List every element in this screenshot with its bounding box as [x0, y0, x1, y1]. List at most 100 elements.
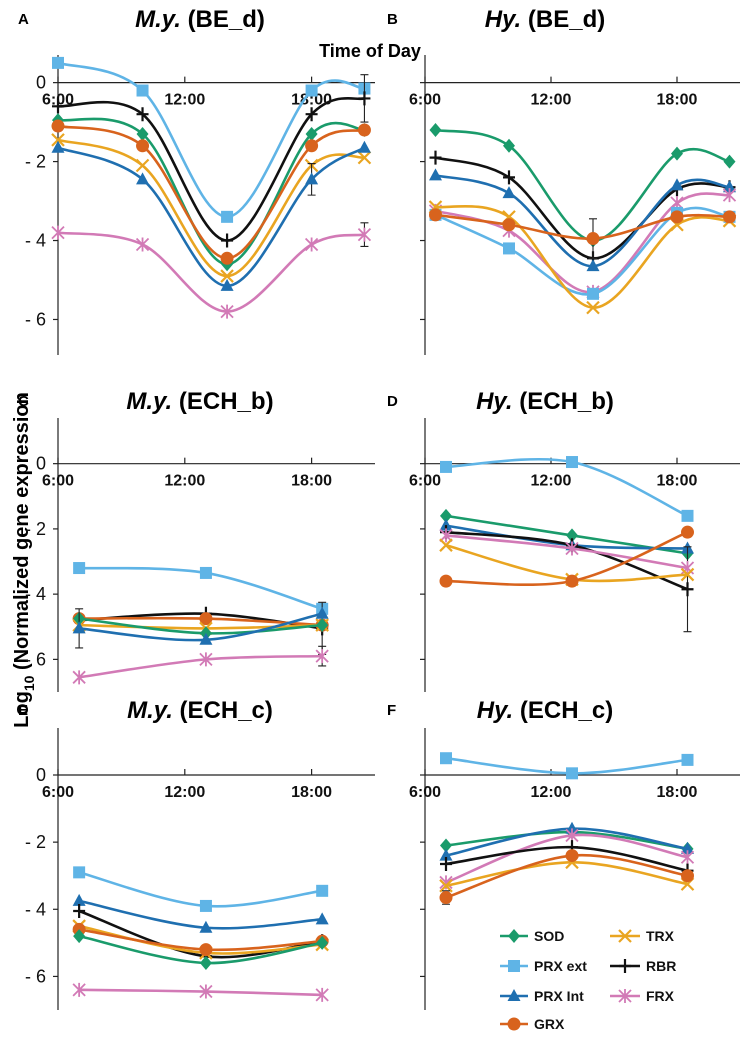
data-point	[51, 140, 65, 153]
series-line	[57, 231, 365, 313]
series-prxint	[72, 893, 329, 933]
data-point	[199, 612, 213, 626]
data-point	[315, 649, 329, 664]
legend-label: TRX	[646, 928, 675, 944]
panel-f-plot: 6:00 12:00 18:00	[409, 728, 740, 1010]
panel-letter: A	[18, 11, 29, 28]
data-point	[565, 821, 579, 834]
data-point	[566, 528, 578, 543]
data-point	[723, 210, 736, 224]
data-point	[72, 621, 86, 634]
data-point	[681, 509, 694, 522]
data-point	[681, 582, 694, 597]
data-point	[220, 269, 234, 283]
series-frx	[72, 645, 329, 685]
series-frx	[72, 982, 329, 1002]
panel-b-header: B Hy. (BE_d)	[387, 6, 605, 33]
data-point	[305, 139, 319, 153]
data-point	[316, 618, 329, 633]
series-prxext	[52, 56, 371, 223]
data-point	[440, 856, 452, 871]
legend-item-frx: FRX	[610, 988, 675, 1004]
series-frx	[428, 188, 737, 299]
data-point	[136, 139, 150, 153]
series-line	[79, 988, 323, 997]
data-point	[315, 987, 329, 1002]
series-prxext	[440, 456, 694, 522]
y-tick-label: - 2	[25, 152, 46, 172]
panel-f-header: F Hy. (ECH_c)	[387, 697, 613, 724]
data-point	[316, 935, 329, 950]
panel-c-header: C M.y. (ECH_b)	[18, 388, 274, 415]
panel-title: Hy. (ECH_c)	[477, 697, 614, 724]
data-point	[680, 567, 695, 582]
y-tick-label: - 6	[25, 649, 46, 669]
data-point	[439, 538, 453, 552]
data-point	[357, 123, 371, 137]
y-tick-label: - 4	[25, 231, 46, 251]
y-tick-label: - 2	[25, 519, 46, 539]
data-point	[566, 456, 578, 469]
legend-label: PRX Int	[534, 988, 584, 1004]
data-point	[357, 140, 371, 153]
data-point	[199, 652, 213, 667]
panel-letter: C	[18, 393, 29, 410]
data-point	[503, 170, 515, 185]
data-point	[586, 259, 600, 272]
series-prxext	[440, 752, 694, 780]
data-point	[73, 903, 86, 918]
panel-title: M.y. (ECH_c)	[127, 697, 273, 724]
legend-swatch-marker	[507, 1017, 521, 1031]
legend-item-prx-ext: PRX ext	[500, 958, 587, 974]
data-point	[357, 227, 372, 242]
panel-e-header: E M.y. (ECH_c)	[18, 697, 273, 724]
data-point	[440, 838, 452, 853]
data-point	[440, 460, 452, 473]
panel-a-header: A M.y. (BE_d)	[18, 6, 265, 33]
x-tick-label: 6:00	[409, 92, 441, 109]
data-point	[723, 154, 736, 169]
data-point	[305, 172, 319, 185]
panel-title: M.y. (BE_d)	[135, 6, 265, 33]
series-frx	[51, 222, 372, 319]
data-point	[305, 126, 318, 141]
x-tick-label: 6:00	[42, 473, 74, 490]
data-point	[565, 541, 579, 556]
data-point	[439, 528, 453, 543]
data-point	[220, 278, 234, 291]
data-point	[566, 767, 578, 780]
data-point	[503, 242, 515, 255]
y-tick-label: 0	[36, 73, 46, 93]
data-point	[439, 891, 453, 905]
data-point	[73, 562, 86, 575]
data-point	[429, 123, 442, 137]
legend-item-grx: GRX	[500, 1016, 565, 1032]
data-point	[502, 186, 516, 199]
data-point	[136, 107, 149, 122]
data-point	[73, 866, 86, 879]
series-line	[57, 124, 365, 260]
data-point	[51, 133, 65, 147]
series-line	[445, 534, 688, 570]
data-point	[502, 218, 516, 232]
data-point	[439, 879, 453, 893]
data-point	[305, 107, 318, 122]
data-point	[358, 91, 371, 106]
data-point	[199, 632, 213, 645]
data-point	[429, 150, 442, 165]
panel-letter: F	[387, 702, 396, 719]
panel-letter: B	[387, 11, 398, 28]
legend-label: RBR	[646, 958, 676, 974]
data-point	[221, 210, 234, 223]
legend-item-rbr: RBR	[610, 958, 676, 974]
y-tick-label: - 4	[25, 584, 46, 604]
legend-item-prx-int: PRX Int	[500, 988, 584, 1004]
y-tick-label: - 2	[25, 832, 46, 852]
data-point	[670, 210, 684, 224]
x-tick-label: 6:00	[409, 473, 441, 490]
panel-letter: E	[18, 702, 28, 719]
x-tick-label: 18:00	[291, 473, 332, 490]
series-prxint	[51, 140, 371, 291]
data-point	[681, 841, 694, 854]
